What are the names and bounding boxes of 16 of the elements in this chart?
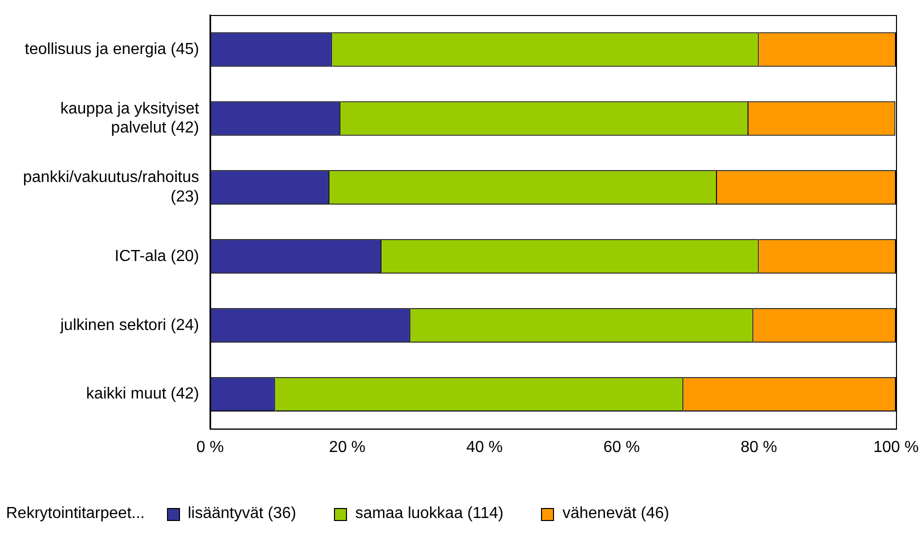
y-tick-label: kauppa ja yksityiset palvelut (42) <box>60 100 200 136</box>
legend-label: vähenevät (46) <box>562 505 670 523</box>
legend-label: lisääntyvät (36) <box>188 505 296 523</box>
x-tick-label: 60 % <box>603 438 640 456</box>
y-tick-label: kaikki muut (42) <box>86 386 200 403</box>
legend-title: Rekrytointitarpeet... <box>6 505 145 523</box>
legend-label: samaa luokkaa (114) <box>355 505 504 523</box>
y-tick-label: teollisuus ja energia (45) <box>24 40 200 58</box>
x-tick-label: 40 % <box>466 438 503 456</box>
x-tick-label: 20 % <box>329 438 366 456</box>
x-tick-label: 0 % <box>196 438 224 456</box>
x-tick-label: 80 % <box>740 438 778 456</box>
x-tick-label: 100 % <box>873 438 919 456</box>
y-tick-label: pankki/vakuutus/rahoitus (23) <box>22 169 200 206</box>
y-tick-label: ICT-ala (20) <box>114 248 200 265</box>
y-tick-label: julkinen sektori (24) <box>59 316 200 334</box>
